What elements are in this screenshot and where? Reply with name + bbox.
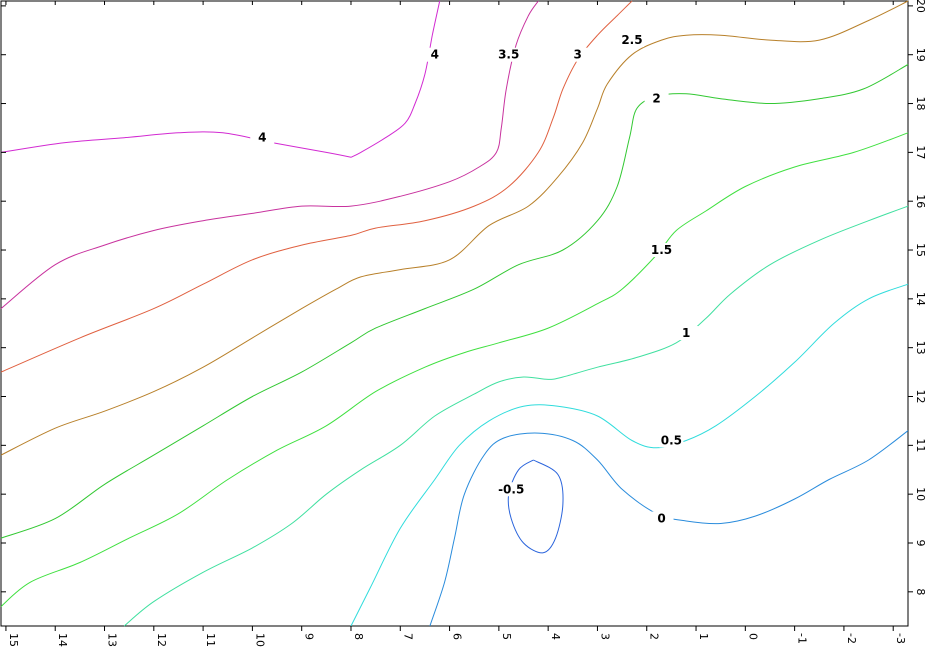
x-tick-label: 10 bbox=[253, 633, 266, 647]
y-tick-label: 8 bbox=[914, 588, 927, 595]
x-tick-label: -1 bbox=[796, 633, 809, 644]
contour-label: 3 bbox=[574, 48, 582, 62]
contour-label-bg bbox=[250, 130, 275, 145]
x-tick-label: -2 bbox=[845, 633, 858, 644]
contour-label-bg bbox=[565, 47, 590, 62]
y-tick-label: 18 bbox=[914, 97, 927, 111]
contour-labels: 4 4 3.5 3 2.5 2 1.5 1 0.5 0 -0.5 bbox=[250, 33, 699, 526]
contour-line-9 bbox=[429, 430, 909, 627]
y-tick-label: 13 bbox=[914, 341, 927, 355]
contour-label-bg bbox=[649, 243, 674, 258]
contour-label-bg bbox=[674, 326, 699, 341]
y-tick-label: 9 bbox=[914, 539, 927, 546]
contour-label: -0.5 bbox=[498, 482, 524, 496]
contour-label-bg bbox=[649, 511, 674, 526]
y-tick-label: 17 bbox=[914, 145, 927, 159]
contour-label: 0 bbox=[657, 512, 665, 526]
y-tick-label: 12 bbox=[914, 390, 927, 404]
contour-line-7 bbox=[123, 205, 909, 627]
y-tick-label: 16 bbox=[914, 194, 927, 208]
x-tick-label: 9 bbox=[303, 633, 316, 640]
x-tick-label: 8 bbox=[352, 633, 365, 640]
contour-label: 0.5 bbox=[661, 433, 682, 447]
contour-label-bg bbox=[496, 47, 521, 62]
y-tick-label: 11 bbox=[914, 438, 927, 452]
contour-line-0 bbox=[350, 0, 441, 158]
x-tick-label: 6 bbox=[451, 633, 464, 640]
contour-label-bg bbox=[644, 91, 669, 106]
contour-label-bg bbox=[422, 47, 447, 62]
x-tick-label: 13 bbox=[106, 633, 119, 647]
y-tick-label: 14 bbox=[914, 292, 927, 306]
x-tick-label: 4 bbox=[549, 633, 562, 640]
x-tick-label: 15 bbox=[7, 633, 20, 647]
plot-border bbox=[0, 0, 909, 627]
contour-line-2 bbox=[0, 0, 539, 309]
y-tick-label: 10 bbox=[914, 487, 927, 501]
contour-label-bg bbox=[659, 433, 684, 448]
x-axis: 15 14 13 12 11 10 9 8 7 6 5 4 3 2 1 0 -1 -2 -3 bbox=[5, 1, 907, 647]
contour-line-8 bbox=[350, 283, 909, 627]
x-tick-label: 14 bbox=[56, 633, 69, 647]
x-tick-label: 11 bbox=[204, 633, 217, 647]
x-tick-label: 2 bbox=[648, 633, 661, 640]
contour-label: 2 bbox=[652, 92, 660, 106]
y-tick-label: 20 bbox=[914, 0, 927, 13]
x-tick-label: 1 bbox=[697, 633, 710, 640]
contour-label: 1.5 bbox=[651, 243, 672, 257]
contour-label: 3.5 bbox=[498, 48, 519, 62]
y-tick-label: 19 bbox=[914, 48, 927, 62]
contour-line-5 bbox=[0, 64, 909, 539]
contour-label: 4 bbox=[431, 48, 439, 62]
contour-label-bg bbox=[619, 33, 644, 48]
x-tick-label: 3 bbox=[598, 633, 611, 640]
x-tick-label: 7 bbox=[401, 633, 414, 640]
contour-line-10 bbox=[507, 459, 564, 554]
contour-line-4 bbox=[0, 0, 909, 456]
contour-label: 2.5 bbox=[621, 33, 642, 47]
contour-label: 4 bbox=[258, 131, 266, 145]
contour-label-bg bbox=[499, 482, 524, 497]
x-tick-label: -3 bbox=[894, 633, 907, 644]
y-tick-label: 15 bbox=[914, 243, 927, 257]
contour-label: 1 bbox=[682, 326, 690, 340]
x-tick-label: 0 bbox=[746, 633, 759, 640]
contour-line-6 bbox=[0, 132, 909, 607]
contour-line-1 bbox=[0, 131, 352, 158]
x-tick-label: 12 bbox=[155, 633, 168, 647]
x-tick-label: 5 bbox=[500, 633, 513, 640]
